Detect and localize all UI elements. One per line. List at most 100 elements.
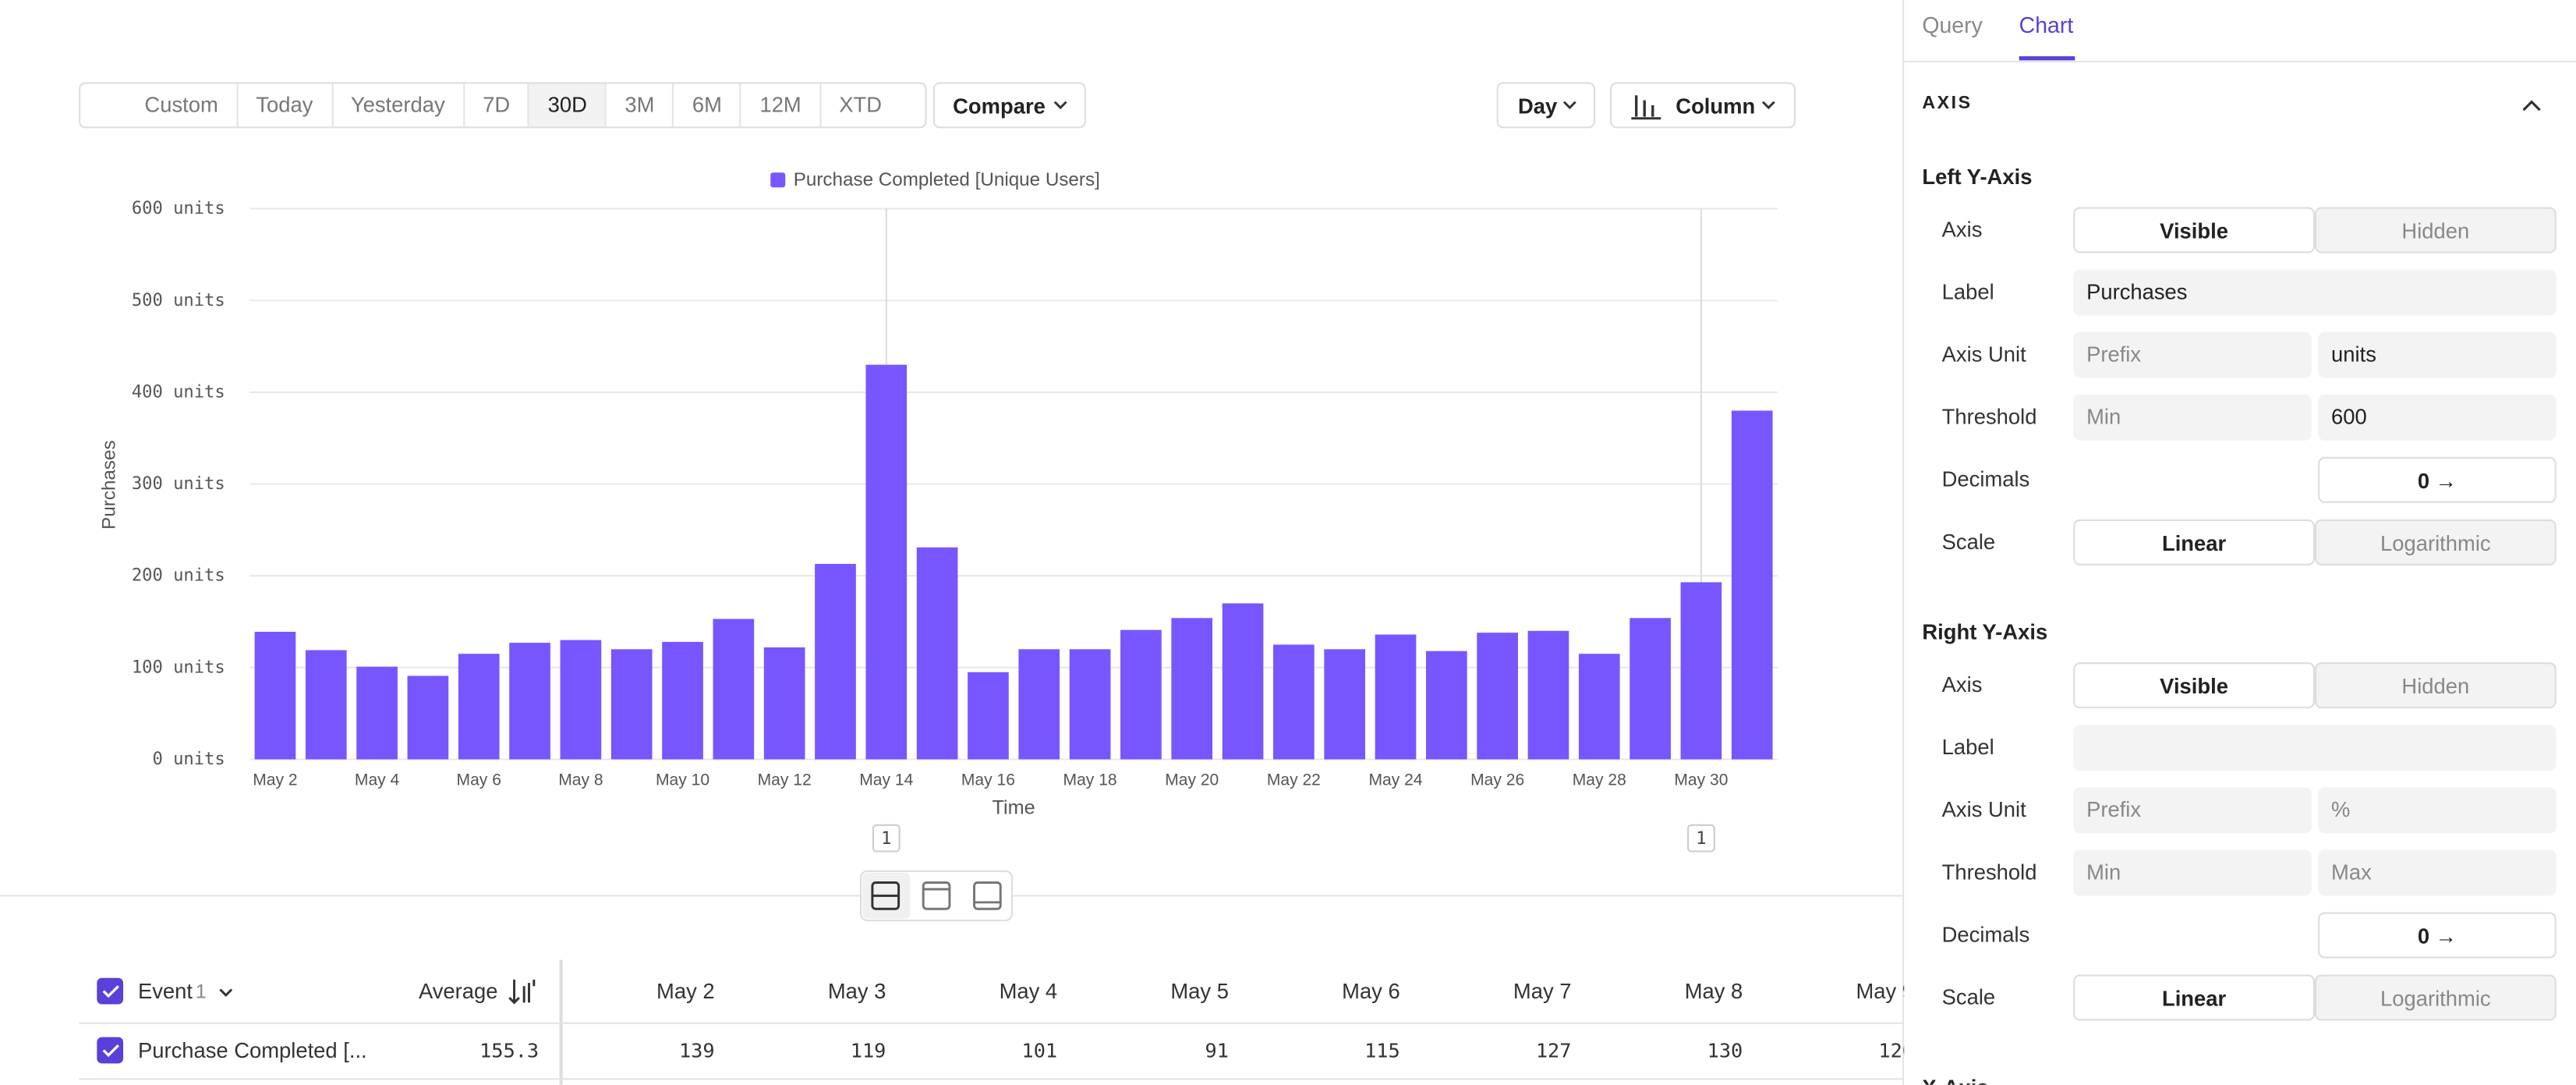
icon xyxy=(973,881,1002,910)
x-tick-label: May 16 xyxy=(961,771,1015,789)
icon xyxy=(922,881,951,910)
chart-type-button[interactable]: Column xyxy=(1609,82,1796,129)
tab[interactable]: Query xyxy=(1922,12,1983,38)
group-title: X-Axis xyxy=(1922,1075,1988,1085)
checkbox[interactable] xyxy=(97,977,124,1005)
chevron xyxy=(1053,101,1067,110)
control[interactable]: Logarithmic xyxy=(2314,974,2557,1021)
cell-value: 119 xyxy=(851,1040,886,1062)
event-header: Event xyxy=(138,979,193,1003)
control[interactable]: 0 → xyxy=(2318,456,2557,503)
y-tick-label: 0 units xyxy=(152,749,225,769)
range-option[interactable]: Custom xyxy=(80,83,237,127)
bar xyxy=(713,619,755,760)
cell-value: 115 xyxy=(1364,1040,1400,1062)
field-label: Axis xyxy=(1941,217,1983,242)
control[interactable]: 0 → xyxy=(2318,912,2557,959)
bar xyxy=(509,643,550,760)
x-tick-label: May 28 xyxy=(1573,771,1626,789)
bar xyxy=(1527,630,1569,760)
x-tick-label: May 10 xyxy=(656,771,709,789)
range-option[interactable]: XTD xyxy=(819,83,925,127)
chevron xyxy=(1761,101,1775,110)
bar xyxy=(662,641,703,760)
control[interactable]: Max xyxy=(2318,849,2557,896)
x-tick-label: May 12 xyxy=(758,771,812,789)
date-header: May 3 xyxy=(828,979,886,1003)
group-title: Right Y-Axis xyxy=(1922,619,2048,644)
collapse-icon[interactable] xyxy=(2522,100,2541,112)
control[interactable]: Visible xyxy=(2073,207,2315,254)
bar xyxy=(1324,649,1366,760)
cell-value: 130 xyxy=(1707,1040,1743,1062)
control[interactable]: Logarithmic xyxy=(2314,519,2557,566)
bar xyxy=(1680,582,1722,760)
bar xyxy=(1222,603,1264,760)
control[interactable]: units xyxy=(2318,332,2557,378)
control[interactable]: Min xyxy=(2073,849,2312,896)
y-tick-label: 300 units xyxy=(132,473,225,494)
bar xyxy=(1375,634,1417,760)
control[interactable]: Hidden xyxy=(2314,207,2557,254)
event-name: Purchase Completed [... xyxy=(138,1038,367,1062)
y-tick-label: 100 units xyxy=(132,657,225,677)
average-header: Average xyxy=(419,979,497,1003)
bar xyxy=(254,631,296,760)
annotation-label: 1 xyxy=(1696,828,1706,849)
x-axis-label: Time xyxy=(992,796,1035,818)
checkbox[interactable] xyxy=(97,1037,124,1064)
bar xyxy=(1477,633,1518,760)
average-value: 155.3 xyxy=(479,1040,539,1062)
x-tick-label: May 8 xyxy=(558,771,603,789)
range-option[interactable]: 30D xyxy=(528,83,606,127)
control[interactable]: Hidden xyxy=(2314,662,2557,709)
bar xyxy=(1018,649,1060,760)
chevron xyxy=(1562,101,1576,110)
control[interactable]: Linear xyxy=(2073,519,2315,566)
x-tick-label: May 20 xyxy=(1165,771,1219,789)
event-count: 1 xyxy=(196,980,207,1002)
y-axis-label: Purchases xyxy=(99,440,120,529)
range-option[interactable]: 7D xyxy=(462,83,529,127)
date-header: May 4 xyxy=(1000,979,1058,1003)
legend-label: Purchase Completed [Unique Users] xyxy=(794,169,1100,190)
control[interactable]: Visible xyxy=(2073,662,2315,709)
control[interactable] xyxy=(2073,725,2557,771)
layout-toggle[interactable] xyxy=(860,870,1014,922)
tab[interactable]: Chart xyxy=(2019,12,2074,38)
y-tick-label: 600 units xyxy=(132,198,225,218)
range-option[interactable]: Today xyxy=(236,83,331,127)
x-tick-label: May 6 xyxy=(457,771,501,789)
section-title: AXIS xyxy=(1922,94,1973,114)
control[interactable]: 600 xyxy=(2318,394,2557,441)
interval-button[interactable]: Day xyxy=(1496,82,1596,129)
field-label: Axis xyxy=(1941,672,1983,697)
control[interactable]: Purchases xyxy=(2073,269,2557,316)
control[interactable]: Linear xyxy=(2073,974,2315,1021)
control[interactable]: Min xyxy=(2073,394,2312,441)
bar xyxy=(1425,651,1467,760)
control[interactable]: Prefix xyxy=(2073,332,2312,378)
bar xyxy=(458,654,500,760)
control[interactable]: Prefix xyxy=(2073,787,2312,834)
x-tick-label: May 22 xyxy=(1267,771,1321,789)
bar xyxy=(916,547,958,760)
control[interactable]: % xyxy=(2318,787,2557,834)
range-option[interactable]: 12M xyxy=(740,83,819,127)
range-option[interactable]: Yesterday xyxy=(331,83,463,127)
range-option[interactable]: 3M xyxy=(605,83,673,127)
date-header: May 2 xyxy=(656,979,715,1003)
bar xyxy=(610,649,653,760)
range-option[interactable]: 6M xyxy=(672,83,741,127)
bar xyxy=(815,563,856,760)
date-header: May 8 xyxy=(1685,979,1743,1003)
compare-button[interactable]: Compare xyxy=(932,82,1086,129)
chevron xyxy=(219,988,233,997)
sort-icon xyxy=(508,979,536,1005)
field-label: Decimals xyxy=(1941,466,2030,492)
annotation-box xyxy=(1687,824,1715,853)
cell-value: 101 xyxy=(1022,1040,1058,1062)
bar xyxy=(305,650,347,760)
